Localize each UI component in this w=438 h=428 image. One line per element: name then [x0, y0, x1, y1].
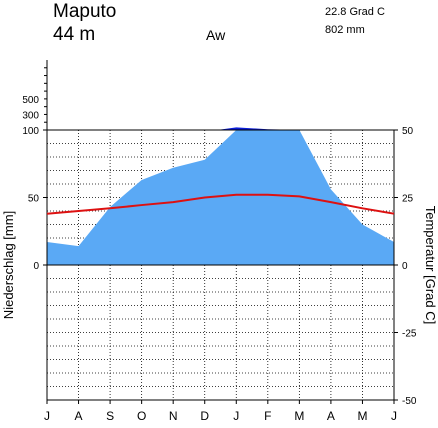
- temp-tick-label: -25: [402, 329, 417, 340]
- month-tick-label: O: [137, 409, 146, 423]
- temp-tick-label: -50: [402, 396, 417, 407]
- month-tick-label: A: [327, 409, 335, 423]
- y-axis-label-right: Temperatur [Grad C]: [423, 206, 438, 325]
- y-axis-label-left: Niederschlag [mm]: [1, 211, 16, 319]
- precip-tick-label: 50: [28, 194, 40, 205]
- month-tick-label: N: [169, 409, 178, 423]
- precip-upper-tick-label: 500: [22, 95, 39, 106]
- month-tick-label: J: [391, 409, 397, 423]
- tick-labels: J A S O N D J F M A M J 0 50 100 300 500 50 25 0 -25 -50: [22, 67, 417, 423]
- month-tick-label: M: [357, 409, 367, 423]
- temp-tick-label: 50: [402, 126, 414, 137]
- station-name: Maputo: [53, 1, 116, 22]
- temperature-polyline: [46, 193, 395, 215]
- precipitation-area: [47, 127, 394, 265]
- precip-tick-label: 0: [33, 261, 39, 272]
- precipitation-excess-fill: [217, 127, 301, 130]
- temp-tick-label: 0: [402, 261, 408, 272]
- month-tick-label: S: [106, 409, 114, 423]
- annual-precipitation: 802 mm: [325, 24, 365, 36]
- month-tick-label: J: [233, 409, 239, 423]
- temperature-line: [46, 193, 395, 215]
- month-tick-label: J: [44, 409, 50, 423]
- month-tick-label: A: [75, 409, 83, 423]
- precipitation-fill: [47, 130, 394, 265]
- climate-class: Aw: [206, 27, 226, 43]
- month-tick-label: F: [264, 409, 271, 423]
- precip-tick-label: 100: [22, 126, 39, 137]
- temp-tick-label: 25: [402, 194, 414, 205]
- month-tick-label: M: [294, 409, 304, 423]
- precip-upper-tick-label: 300: [22, 110, 39, 121]
- annual-temperature: 22.8 Grad C: [325, 6, 385, 18]
- station-elevation: 44 m: [53, 24, 95, 45]
- month-tick-label: D: [200, 409, 209, 423]
